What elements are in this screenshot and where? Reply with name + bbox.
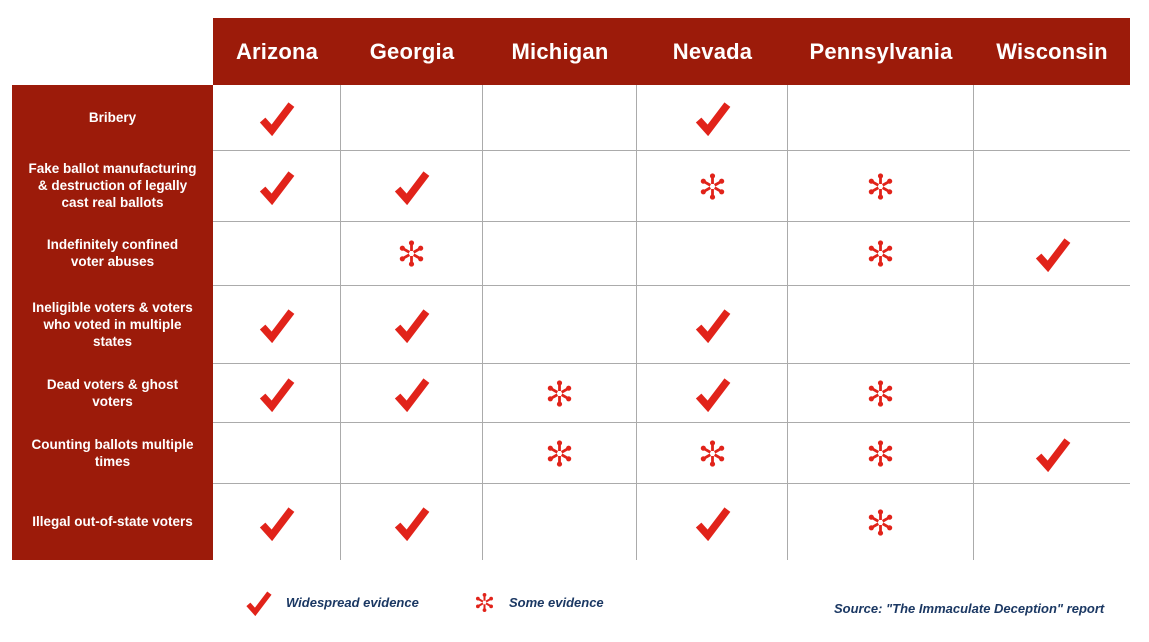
cell-wisconsin-r6 (974, 422, 1130, 483)
column-header-michigan: Michigan (511, 38, 609, 64)
cell-pennsylvania-r6 (788, 422, 974, 483)
cell-georgia-r5 (341, 363, 483, 422)
cell-michigan-r7 (483, 483, 637, 560)
cell-georgia-r6 (341, 422, 483, 483)
check-icon (1034, 235, 1071, 272)
cell-georgia-r3 (341, 221, 483, 285)
category-label-column: Bribery Fake ballot manufacturing & destr… (12, 85, 213, 560)
state-header-row: Arizona Georgia Michigan Nevada Pennsylvania… (213, 18, 1130, 85)
cell-nevada-r6 (637, 422, 788, 483)
asterisk-icon (866, 439, 895, 468)
check-icon (694, 99, 731, 136)
cell-wisconsin-r4 (974, 285, 1130, 363)
check-icon (393, 168, 430, 205)
check-icon (245, 589, 272, 616)
row-label-3: Indefinitely confined voter abuses (46, 237, 179, 269)
cell-wisconsin-r7 (974, 483, 1130, 560)
asterisk-icon (866, 172, 895, 201)
check-icon (258, 168, 295, 205)
cell-nevada-r2 (637, 150, 788, 221)
check-icon (393, 375, 430, 412)
cell-pennsylvania-r2 (788, 150, 974, 221)
check-icon (393, 306, 430, 343)
column-header-georgia: Georgia (369, 38, 455, 64)
cell-arizona-r4 (213, 285, 341, 363)
cell-pennsylvania-r4 (788, 285, 974, 363)
cell-pennsylvania-r3 (788, 221, 974, 285)
column-header-arizona: Arizona (235, 38, 319, 64)
check-icon (393, 504, 430, 541)
cell-arizona-r3 (213, 221, 341, 285)
row-label-4: Ineligible voters & voters who voted in … (32, 299, 193, 349)
asterisk-icon (866, 379, 895, 408)
row-label-1: Bribery (88, 110, 137, 125)
asterisk-icon (545, 379, 574, 408)
check-icon (1034, 435, 1071, 472)
column-header-wisconsin: Wisconsin (996, 38, 1108, 64)
cell-georgia-r1 (341, 85, 483, 150)
source-attribution: Source: "The Immaculate Deception" repor… (834, 601, 1105, 616)
column-header-pennsylvania: Pennsylvania (809, 38, 953, 64)
cell-michigan-r6 (483, 422, 637, 483)
cell-georgia-r4 (341, 285, 483, 363)
row-label-6: Counting ballots multiple times (31, 436, 194, 469)
cell-wisconsin-r5 (974, 363, 1130, 422)
column-header-nevada: Nevada (672, 38, 753, 64)
asterisk-icon (866, 239, 895, 268)
row-label-2: Fake ballot manufacturing & destruction … (28, 161, 197, 210)
cell-wisconsin-r1 (974, 85, 1130, 150)
cell-pennsylvania-r5 (788, 363, 974, 422)
cell-nevada-r5 (637, 363, 788, 422)
cell-nevada-r4 (637, 285, 788, 363)
cell-arizona-r1 (213, 85, 341, 150)
cell-nevada-r3 (637, 221, 788, 285)
cell-arizona-r5 (213, 363, 341, 422)
cells-grid (213, 85, 1130, 560)
cell-pennsylvania-r7 (788, 483, 974, 560)
cell-wisconsin-r2 (974, 150, 1130, 221)
cell-nevada-r1 (637, 85, 788, 150)
cell-pennsylvania-r1 (788, 85, 974, 150)
check-icon (258, 306, 295, 343)
check-icon (258, 504, 295, 541)
asterisk-icon (397, 239, 426, 268)
asterisk-icon (698, 439, 727, 468)
row-label-7: Illegal out-of-state voters (32, 514, 193, 529)
row-label-5: Dead voters & ghost voters (46, 376, 179, 409)
legend-label-widespread: Widespread evidence (286, 595, 419, 610)
legend-label-some: Some evidence (509, 595, 604, 610)
asterisk-icon (866, 508, 895, 537)
cell-georgia-r2 (341, 150, 483, 221)
cell-michigan-r5 (483, 363, 637, 422)
check-icon (694, 375, 731, 412)
asterisk-icon (474, 592, 495, 613)
legend-item-some: Some evidence (474, 592, 604, 613)
cell-arizona-r2 (213, 150, 341, 221)
check-icon (258, 99, 295, 136)
cell-georgia-r7 (341, 483, 483, 560)
cell-nevada-r7 (637, 483, 788, 560)
cell-michigan-r4 (483, 285, 637, 363)
cell-wisconsin-r3 (974, 221, 1130, 285)
asterisk-icon (545, 439, 574, 468)
cell-michigan-r3 (483, 221, 637, 285)
cell-arizona-r7 (213, 483, 341, 560)
asterisk-icon (698, 172, 727, 201)
check-icon (258, 375, 295, 412)
legend-item-widespread: Widespread evidence (245, 589, 419, 616)
check-icon (694, 306, 731, 343)
cell-michigan-r1 (483, 85, 637, 150)
cell-arizona-r6 (213, 422, 341, 483)
cell-michigan-r2 (483, 150, 637, 221)
check-icon (694, 504, 731, 541)
